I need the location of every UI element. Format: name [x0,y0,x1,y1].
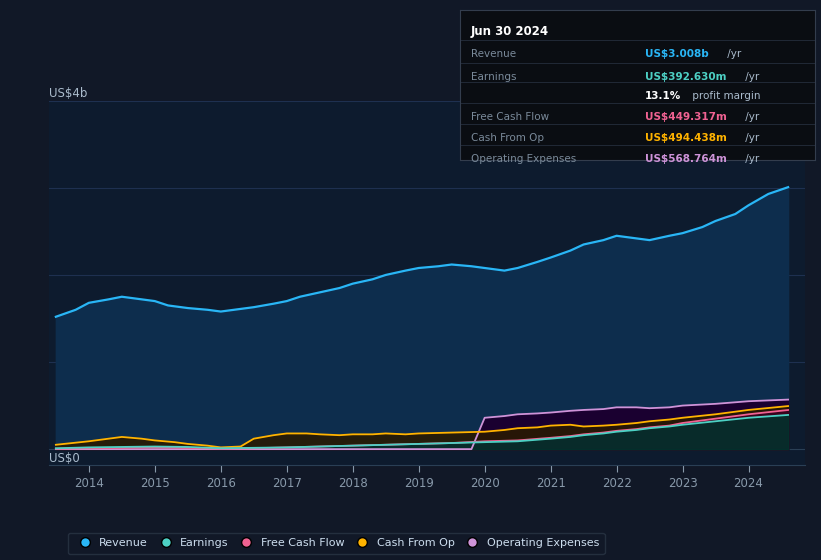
Text: Revenue: Revenue [470,49,516,59]
Text: Operating Expenses: Operating Expenses [470,154,576,164]
Text: Earnings: Earnings [470,72,516,82]
Text: US$494.438m: US$494.438m [644,133,727,143]
Text: US$3.008b: US$3.008b [644,49,709,59]
Text: Cash From Op: Cash From Op [470,133,544,143]
Text: /yr: /yr [724,49,741,59]
Text: 13.1%: 13.1% [644,91,681,101]
Text: profit margin: profit margin [689,91,760,101]
Text: /yr: /yr [742,112,759,122]
Legend: Revenue, Earnings, Free Cash Flow, Cash From Op, Operating Expenses: Revenue, Earnings, Free Cash Flow, Cash … [68,533,604,554]
Text: US$568.764m: US$568.764m [644,154,727,164]
Text: /yr: /yr [742,154,759,164]
Text: US$0: US$0 [49,452,80,465]
Text: Jun 30 2024: Jun 30 2024 [470,25,548,38]
Text: US$449.317m: US$449.317m [644,112,727,122]
Text: Free Cash Flow: Free Cash Flow [470,112,548,122]
Text: /yr: /yr [742,133,759,143]
Text: US$392.630m: US$392.630m [644,72,726,82]
Text: US$4b: US$4b [49,87,88,100]
Text: /yr: /yr [742,72,759,82]
